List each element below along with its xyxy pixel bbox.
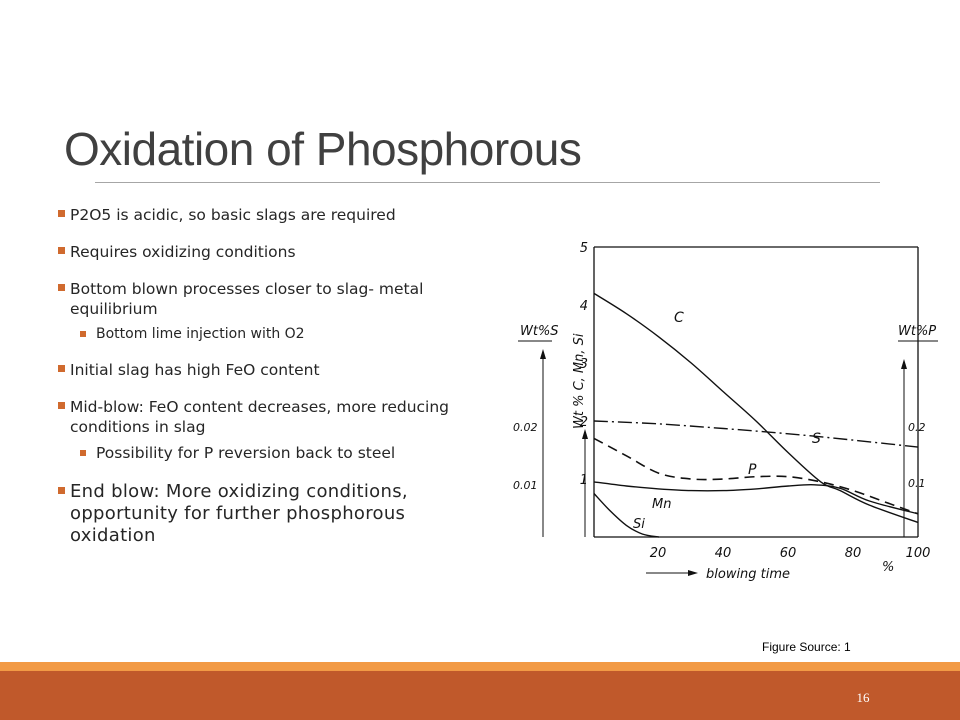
x-tick-label: 20: [650, 546, 667, 561]
footer-band: [0, 671, 960, 720]
y-s-tick-label: 0.01: [513, 479, 538, 492]
p-axis-label: Wt%P: [898, 324, 936, 339]
bullet-list: P2O5 is acidic, so basic slags are requi…: [58, 205, 458, 558]
series-label-si: Si: [633, 517, 645, 532]
x-tick-label: 60: [780, 546, 797, 561]
bullet-item: P2O5 is acidic, so basic slags are requi…: [58, 205, 458, 225]
x-axis-arrowhead: [688, 570, 698, 576]
steelmaking-composition-chart: Wt%S Wt % C, Mn, Si Wt%P blowing time % …: [513, 241, 938, 582]
series-line-mn: [593, 481, 919, 515]
x-axis-unit: %: [882, 560, 894, 575]
bullet-item: End blow: More oxidizing conditions, opp…: [58, 481, 458, 547]
s-axis-label: Wt%S: [520, 324, 559, 339]
slide-number: 16: [856, 690, 870, 705]
y-s-tick-label: 0.02: [513, 421, 538, 434]
p-axis-arrowhead: [901, 359, 907, 369]
series-label-p: P: [748, 462, 757, 478]
series-line-s: [593, 420, 919, 448]
left-axis-arrowhead: [582, 429, 588, 439]
y-left-tick-label: 5: [580, 241, 588, 256]
bullet-item: Initial slag has high FeO content: [58, 360, 458, 380]
sub-bullet-item: Bottom lime injection with O2: [80, 325, 458, 343]
y-left-tick-label: 3: [580, 357, 588, 372]
y-p-tick-label: 0.1: [908, 477, 926, 490]
series-line-p: [593, 437, 919, 515]
bullet-item: Mid-blow: FeO content decreases, more re…: [58, 397, 458, 437]
series-label-s: S: [812, 431, 821, 447]
x-tick-label: 100: [906, 546, 931, 561]
series-line-si: [593, 493, 659, 538]
figure-source: Figure Source: 1: [762, 640, 851, 654]
series-label-mn: Mn: [652, 497, 671, 512]
x-tick-label: 80: [845, 546, 862, 561]
title-divider: [95, 182, 880, 183]
x-tick-label: 40: [715, 546, 732, 561]
y-left-tick-label: 4: [580, 299, 588, 314]
y-left-tick-label: 1: [580, 473, 588, 488]
y-p-tick-label: 0.2: [908, 421, 926, 434]
slide-title: Oxidation of Phosphorous: [64, 123, 582, 175]
footer-band-light: [0, 662, 960, 671]
sub-bullet-item: Possibility for P reversion back to stee…: [80, 443, 458, 463]
bullet-item: Requires oxidizing conditions: [58, 242, 458, 262]
y-left-tick-label: 2: [580, 415, 588, 430]
left-axis-label: Wt % C, Mn, Si: [572, 333, 587, 429]
series-line-c: [593, 292, 919, 524]
series-label-c: C: [674, 310, 684, 326]
bullet-item: Bottom blown processes closer to slag- m…: [58, 279, 458, 319]
x-axis-label: blowing time: [706, 567, 790, 582]
s-axis-arrowhead: [540, 349, 546, 359]
